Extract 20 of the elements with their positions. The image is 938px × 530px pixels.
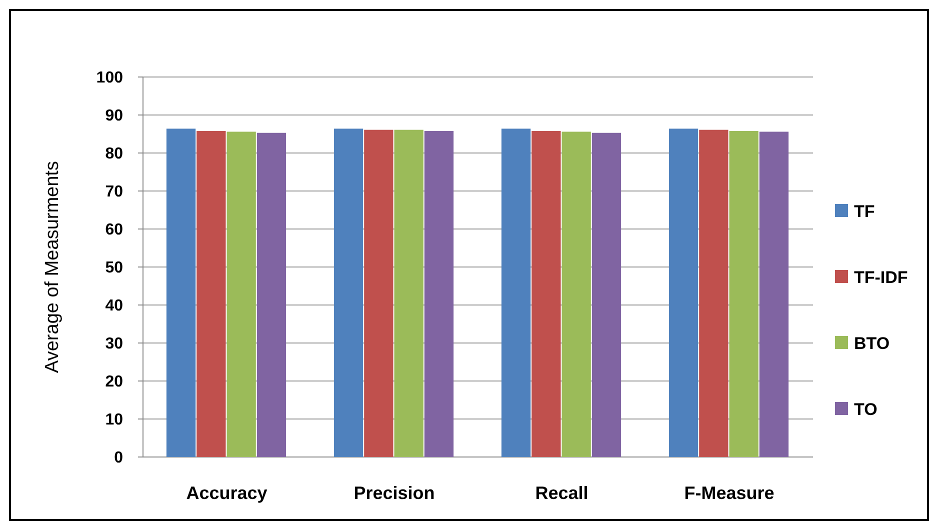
x-tick-label: Precision <box>354 483 435 503</box>
x-tick-label: Recall <box>535 483 588 503</box>
y-tick-label: 20 <box>105 374 124 391</box>
y-tick-label: 90 <box>105 108 124 125</box>
x-tick-label: Accuracy <box>186 483 268 503</box>
y-axis-title: Average of Measurments <box>42 161 63 373</box>
y-tick-label: 80 <box>105 146 124 163</box>
y-tick-label: 60 <box>105 222 124 239</box>
legend-label: BTO <box>854 334 890 353</box>
y-tick-label: 100 <box>96 70 124 87</box>
y-tick-label: 70 <box>105 184 124 201</box>
y-tick-label: 40 <box>105 298 124 315</box>
x-tick-label: F-Measure <box>684 483 774 503</box>
y-tick-label: 30 <box>105 336 124 353</box>
legend-label: TO <box>854 400 878 419</box>
legend-label: TF-IDF <box>854 268 908 287</box>
y-tick-label: 0 <box>114 450 124 467</box>
legend-label: TF <box>854 202 875 221</box>
y-tick-label: 10 <box>105 412 124 429</box>
y-tick-label: 50 <box>105 260 124 277</box>
